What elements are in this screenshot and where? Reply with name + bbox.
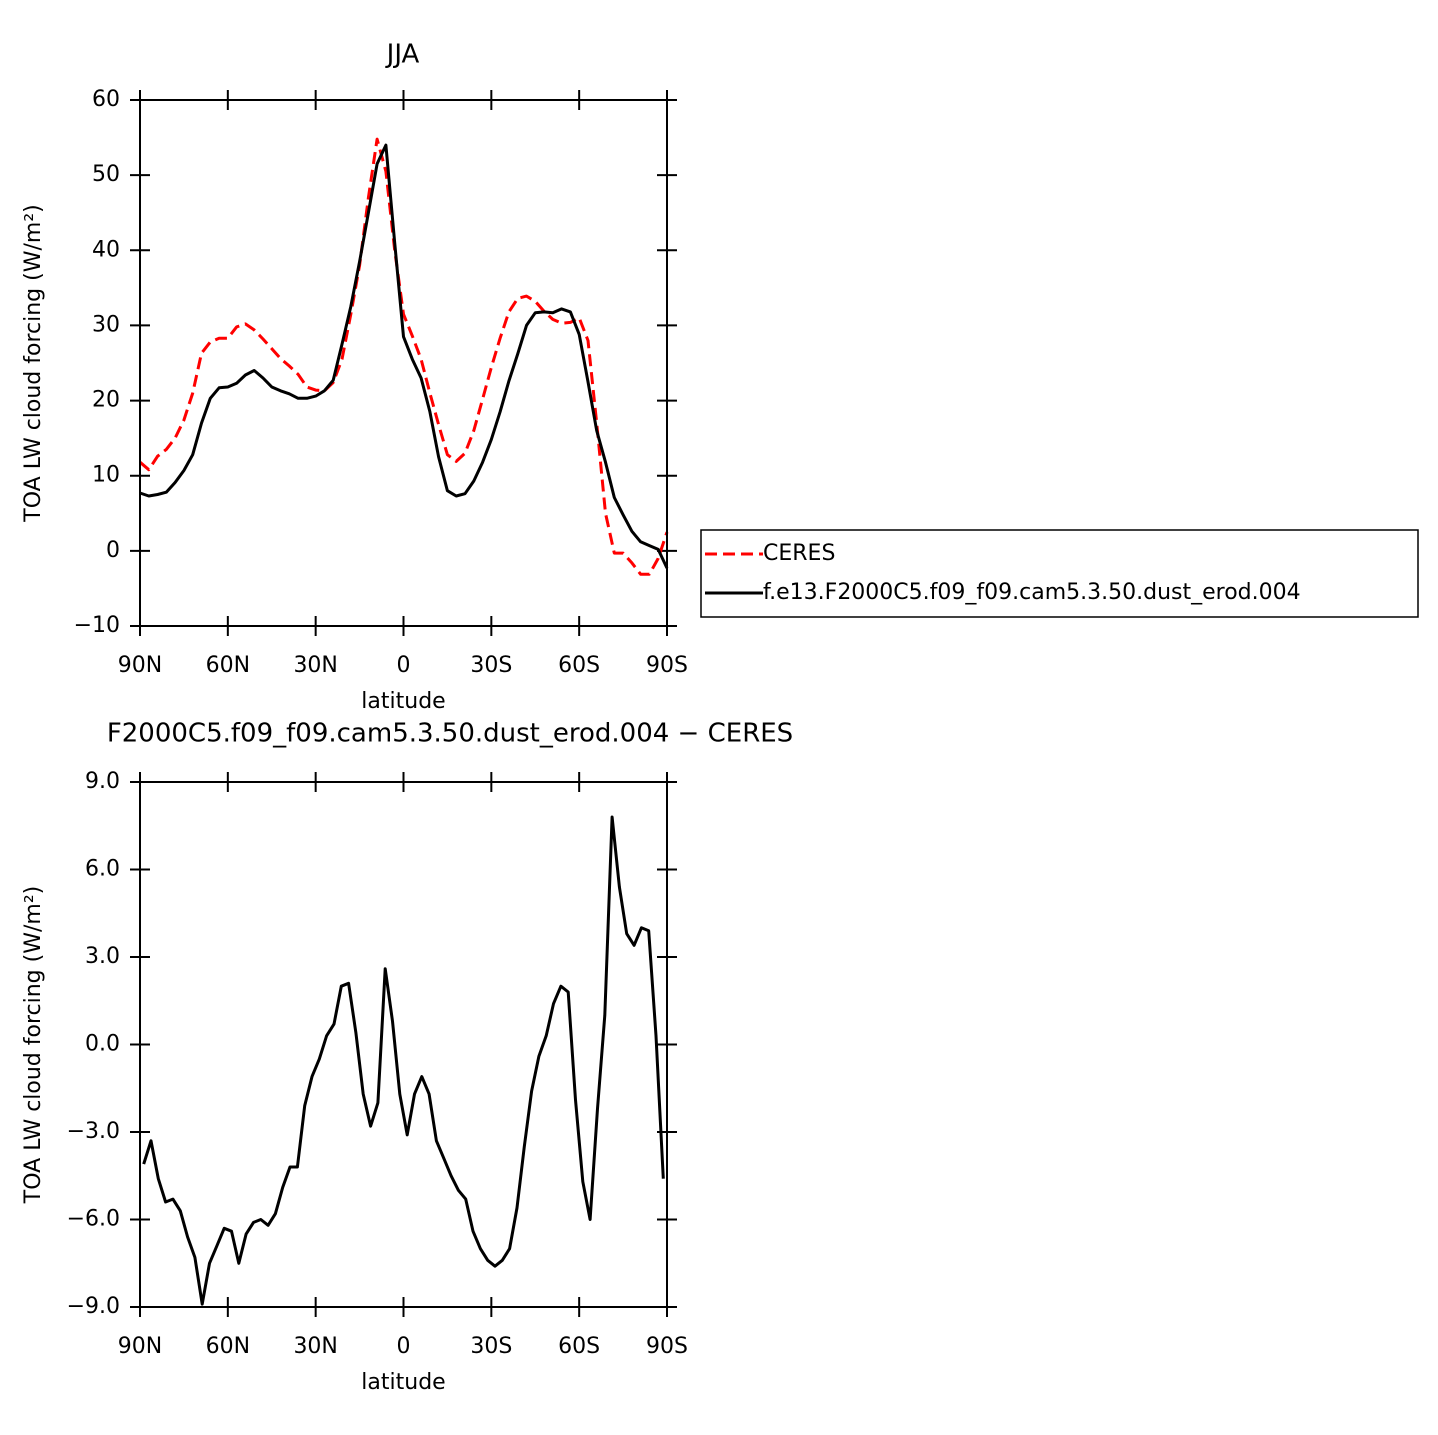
y-tick-label: −10 bbox=[74, 613, 120, 638]
plot-frame bbox=[139, 781, 668, 1308]
y-axis-label: TOA LW cloud forcing (W/m²) bbox=[21, 204, 46, 522]
chart-title: F2000C5.f09_f09.cam5.3.50.dust_erod.004 … bbox=[107, 719, 793, 749]
x-tick-label: 60S bbox=[558, 1334, 600, 1359]
y-tick-label: −9.0 bbox=[67, 1294, 120, 1319]
line-series bbox=[139, 137, 669, 576]
x-tick-label: 90N bbox=[118, 653, 162, 678]
y-tick-label: 60 bbox=[92, 87, 120, 112]
y-tick-label: 50 bbox=[92, 162, 120, 187]
legend-label: f.e13.F2000C5.f09_f09.cam5.3.50.dust_ero… bbox=[763, 580, 1301, 605]
x-tick-label: 30N bbox=[293, 653, 337, 678]
y-tick-label: −3.0 bbox=[67, 1119, 120, 1144]
y-tick-label: 40 bbox=[92, 237, 120, 262]
x-axis-label: latitude bbox=[361, 1370, 445, 1395]
x-axis-label: latitude bbox=[361, 689, 445, 714]
y-axis-label: TOA LW cloud forcing (W/m²) bbox=[21, 886, 46, 1204]
y-tick-label: 3.0 bbox=[85, 944, 120, 969]
y-tick-label: 20 bbox=[92, 388, 120, 413]
x-tick-label: 0 bbox=[397, 1334, 411, 1359]
y-tick-label: 6.0 bbox=[85, 857, 120, 882]
y-tick-label: 10 bbox=[92, 463, 120, 488]
x-tick-label: 30S bbox=[470, 653, 512, 678]
x-tick-label: 0 bbox=[397, 653, 411, 678]
x-tick-label: 90S bbox=[646, 1334, 688, 1359]
legend-label: CERES bbox=[763, 541, 835, 566]
plot-frame bbox=[139, 99, 668, 627]
y-tick-label: 0 bbox=[106, 538, 120, 563]
x-tick-label: 60N bbox=[206, 653, 250, 678]
x-tick-label: 30S bbox=[470, 1334, 512, 1359]
line-series bbox=[139, 143, 669, 569]
chart-title: JJA bbox=[385, 40, 420, 70]
y-tick-label: −6.0 bbox=[67, 1207, 120, 1232]
line-series bbox=[142, 815, 665, 1306]
y-tick-label: 9.0 bbox=[85, 769, 120, 794]
y-tick-label: 0.0 bbox=[85, 1032, 120, 1057]
x-tick-label: 30N bbox=[293, 1334, 337, 1359]
x-tick-label: 90N bbox=[118, 1334, 162, 1359]
y-tick-label: 30 bbox=[92, 312, 120, 337]
x-tick-label: 60S bbox=[558, 653, 600, 678]
x-tick-label: 90S bbox=[646, 653, 688, 678]
legend-box bbox=[700, 529, 1419, 618]
x-tick-label: 60N bbox=[206, 1334, 250, 1359]
